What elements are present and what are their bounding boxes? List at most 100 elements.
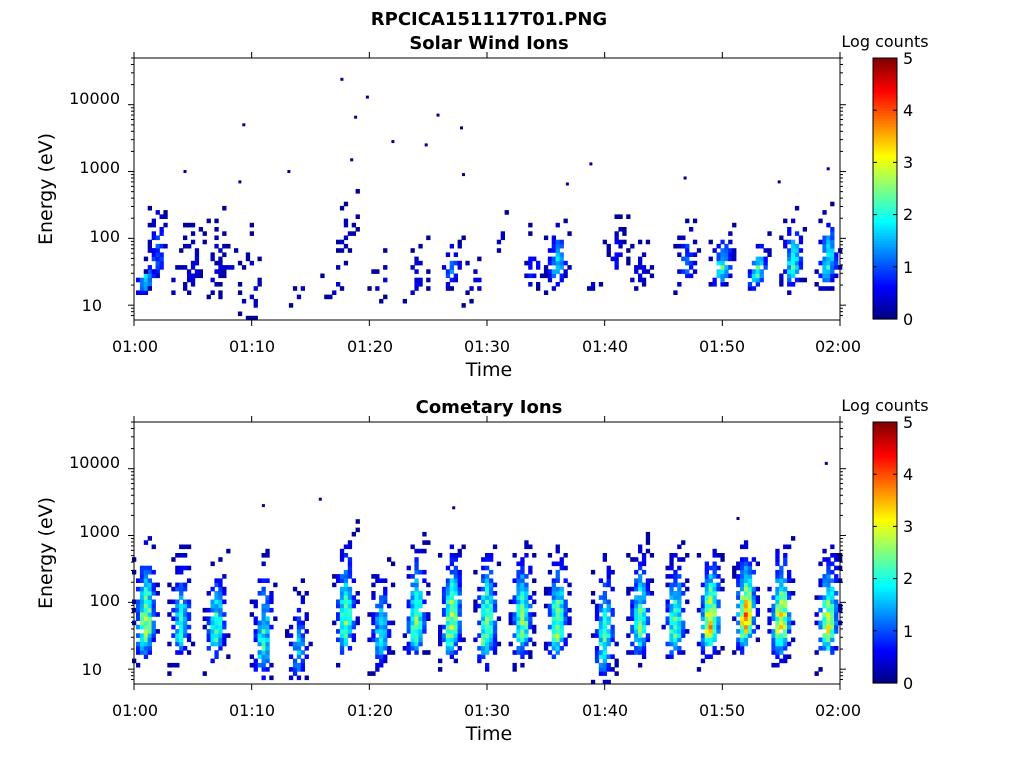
- spectrogram-cell: [779, 612, 784, 617]
- colorbar-segment: [873, 245, 897, 250]
- spectrogram-cell: [634, 646, 639, 651]
- spectrogram-cell: [175, 620, 180, 626]
- spectrogram-cell: [747, 282, 753, 287]
- spectrogram-cell: [787, 265, 792, 270]
- colorbar-segment: [873, 435, 897, 439]
- spectrogram-cell: [422, 624, 427, 630]
- colorbar-segment: [873, 654, 897, 658]
- spectrogram-cell: [187, 290, 192, 295]
- spectrogram-cell: [641, 595, 647, 600]
- colorbar-segment: [873, 646, 897, 650]
- spectrogram-cell: [426, 540, 431, 545]
- spectrogram-cell: [720, 586, 725, 592]
- spectrogram-cell: [343, 595, 349, 600]
- spectrogram-cell: [410, 595, 415, 600]
- spectrogram-cell: [418, 243, 423, 249]
- spectrogram-cell: [438, 637, 443, 643]
- spectrogram-cell: [143, 637, 149, 643]
- spectrogram-cell: [818, 260, 823, 266]
- colorbar-segment: [873, 458, 897, 462]
- spectrogram-cell: [379, 650, 384, 655]
- spectrogram-cell: [563, 260, 568, 266]
- spectrogram-cell: [222, 624, 227, 630]
- spectrogram-cell: [441, 599, 447, 605]
- spectrogram-cell: [516, 578, 521, 583]
- colorbar-segment: [873, 282, 897, 286]
- spectrogram-cell: [798, 235, 804, 241]
- spectrogram-cell: [481, 603, 486, 609]
- spectrogram-cell: [559, 599, 564, 605]
- spectrogram-cell: [151, 582, 156, 588]
- colorbar-segment: [873, 432, 897, 436]
- spectrogram-cell: [669, 607, 674, 613]
- spectrogram-cell: [320, 273, 325, 279]
- colorbar-segment: [873, 65, 897, 70]
- spectrogram-cell: [269, 675, 274, 681]
- colorbar-tick-label: 0: [903, 310, 913, 329]
- y-tick-label: 10000: [69, 89, 120, 108]
- spectrogram-cell: [669, 586, 674, 592]
- spectrogram-cell: [418, 612, 423, 617]
- spectrogram-cell: [563, 620, 568, 626]
- spectrogram-cell: [740, 574, 745, 579]
- spectrogram-cell: [375, 616, 380, 621]
- spectrogram-cell: [673, 641, 678, 647]
- spectrogram-cell: [708, 603, 713, 609]
- spectrogram-cell: [720, 260, 725, 266]
- spectrogram-cell: [457, 553, 462, 558]
- spectrogram-cell: [787, 544, 792, 550]
- spectrogram-cell: [559, 252, 564, 257]
- spectrogram-cell: [665, 641, 670, 647]
- spectrogram-cell: [532, 612, 537, 617]
- spectrogram-cell: [520, 624, 525, 630]
- spectrogram-cell: [324, 294, 329, 300]
- spectrogram-cell: [485, 646, 490, 651]
- spectrogram-cell: [496, 616, 502, 621]
- spectrogram-cell: [214, 616, 219, 621]
- spectrogram-cell: [787, 248, 792, 253]
- spectrogram-cell: [449, 569, 454, 575]
- spectrogram-cell: [708, 578, 713, 583]
- spectrogram-cell: [712, 591, 717, 596]
- spectrogram-cell: [638, 582, 643, 588]
- spectrogram-cell: [563, 637, 568, 643]
- spectrogram-cell: [147, 536, 152, 541]
- spectrogram-cell: [218, 557, 223, 562]
- spectrogram-cell: [669, 565, 674, 571]
- spectrogram-cell: [504, 210, 509, 215]
- spectrogram-cell: [489, 599, 494, 605]
- spectrogram-cell: [689, 265, 694, 270]
- colorbar-segment: [873, 560, 897, 564]
- colorbar-segment: [873, 591, 897, 595]
- spectrogram-cell: [261, 603, 266, 609]
- spectrogram-cell: [520, 591, 525, 596]
- spectrogram-cell: [155, 256, 160, 262]
- spectrogram-cell: [606, 620, 611, 626]
- spectrogram-cell: [704, 654, 709, 659]
- spectrogram-cell: [516, 633, 521, 638]
- spectrogram-cell: [728, 273, 733, 279]
- spectrogram-cell: [253, 616, 258, 621]
- colorbar-segment: [873, 445, 897, 449]
- spectrogram-cell: [339, 286, 345, 291]
- spectrogram-cell: [559, 557, 564, 562]
- spectrogram-cell: [379, 612, 384, 617]
- spectrogram-cell: [202, 616, 207, 621]
- spectrogram-cell: [779, 578, 784, 583]
- spectrogram-cell: [485, 595, 490, 600]
- colorbar-tick-label: 5: [903, 49, 913, 68]
- spectrogram-cell: [708, 607, 713, 613]
- spectrogram-cell: [673, 646, 678, 651]
- spectrogram-cell: [755, 243, 760, 249]
- spectrogram-cell: [308, 641, 313, 647]
- spectrogram-cell: [249, 222, 254, 228]
- spectrogram-cell: [445, 629, 451, 634]
- spectrogram-cell: [543, 586, 549, 592]
- spectrogram-cell: [143, 633, 149, 638]
- spectrogram-cell: [716, 629, 721, 634]
- spectrogram-cell: [273, 582, 278, 588]
- spectrogram-cell: [559, 565, 564, 571]
- spectrogram-cell: [669, 603, 674, 609]
- spectrogram-cell: [708, 239, 713, 245]
- spectrogram-cell: [147, 578, 152, 583]
